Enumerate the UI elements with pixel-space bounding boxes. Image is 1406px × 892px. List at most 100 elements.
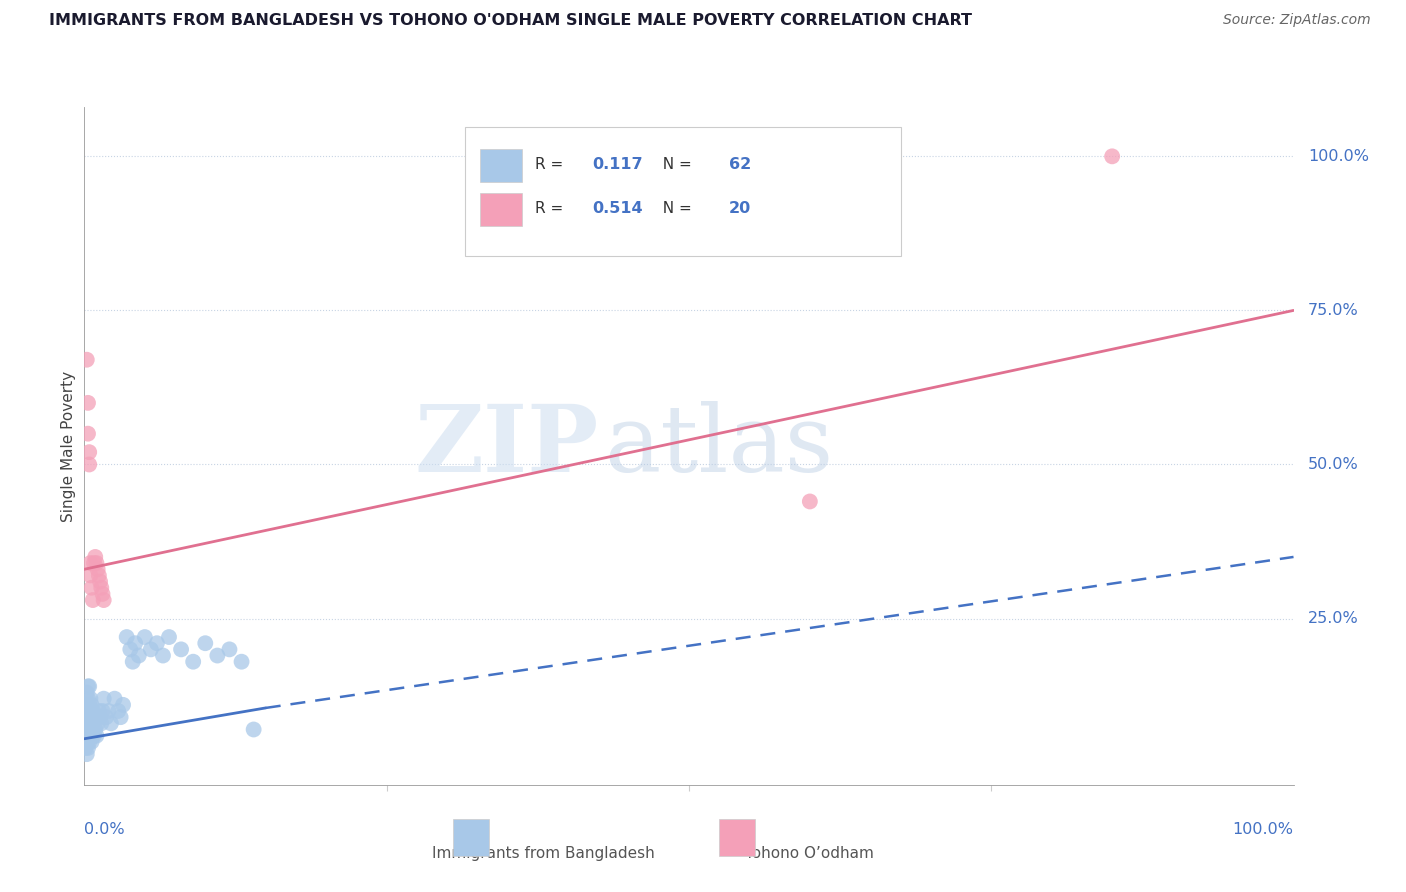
- Point: [207, 648, 229, 663]
- FancyBboxPatch shape: [479, 149, 522, 182]
- Point: [107, 704, 129, 718]
- Point: [79, 556, 101, 570]
- Point: [77, 396, 100, 410]
- Point: [76, 710, 98, 724]
- FancyBboxPatch shape: [465, 128, 901, 256]
- Point: [80, 698, 103, 712]
- Point: [90, 716, 112, 731]
- Point: [77, 679, 100, 693]
- Text: ZIP: ZIP: [413, 401, 599, 491]
- Point: [77, 691, 100, 706]
- Text: 0.514: 0.514: [592, 202, 643, 216]
- Point: [75, 716, 97, 731]
- Point: [76, 685, 98, 699]
- Point: [89, 574, 111, 589]
- Point: [77, 741, 100, 756]
- Point: [86, 716, 108, 731]
- FancyBboxPatch shape: [453, 819, 489, 856]
- Point: [83, 710, 105, 724]
- Point: [134, 630, 156, 644]
- Point: [84, 723, 107, 737]
- Point: [218, 642, 240, 657]
- Text: N =: N =: [652, 202, 696, 216]
- Point: [86, 556, 108, 570]
- Point: [87, 568, 110, 582]
- Point: [112, 698, 135, 712]
- Point: [79, 710, 101, 724]
- FancyBboxPatch shape: [720, 819, 755, 856]
- Point: [799, 494, 821, 508]
- Text: atlas: atlas: [605, 401, 834, 491]
- Point: [121, 655, 143, 669]
- Point: [128, 648, 150, 663]
- Point: [104, 691, 127, 706]
- Text: IMMIGRANTS FROM BANGLADESH VS TOHONO O'ODHAM SINGLE MALE POVERTY CORRELATION CHA: IMMIGRANTS FROM BANGLADESH VS TOHONO O'O…: [49, 13, 972, 29]
- Point: [93, 593, 115, 607]
- Text: Immigrants from Bangladesh: Immigrants from Bangladesh: [433, 846, 655, 861]
- Point: [75, 729, 97, 743]
- Point: [75, 741, 97, 756]
- Point: [76, 723, 98, 737]
- Point: [146, 636, 169, 650]
- Point: [76, 735, 98, 749]
- Point: [77, 698, 100, 712]
- Point: [181, 655, 204, 669]
- Text: R =: R =: [536, 157, 568, 172]
- Point: [157, 630, 180, 644]
- Y-axis label: Single Male Poverty: Single Male Poverty: [60, 370, 76, 522]
- Point: [80, 581, 103, 595]
- Point: [77, 426, 100, 441]
- Point: [94, 710, 117, 724]
- Point: [93, 691, 115, 706]
- FancyBboxPatch shape: [479, 193, 522, 226]
- Point: [86, 729, 108, 743]
- Text: N =: N =: [652, 157, 696, 172]
- Point: [79, 729, 101, 743]
- Text: R =: R =: [536, 202, 568, 216]
- Point: [90, 581, 112, 595]
- Point: [80, 735, 103, 749]
- Point: [79, 568, 101, 582]
- Text: 62: 62: [728, 157, 751, 172]
- Point: [170, 642, 193, 657]
- Text: 20: 20: [728, 202, 751, 216]
- Point: [91, 704, 114, 718]
- Point: [76, 352, 98, 367]
- Point: [86, 710, 108, 724]
- Point: [83, 556, 105, 570]
- Point: [110, 710, 132, 724]
- Point: [86, 562, 108, 576]
- Point: [100, 716, 122, 731]
- Point: [77, 458, 100, 472]
- Point: [77, 716, 100, 731]
- Point: [82, 723, 104, 737]
- Point: [80, 716, 103, 731]
- Text: Source: ZipAtlas.com: Source: ZipAtlas.com: [1223, 13, 1371, 28]
- Point: [84, 549, 107, 564]
- Point: [77, 716, 100, 731]
- Point: [82, 704, 104, 718]
- Text: 50.0%: 50.0%: [1308, 457, 1358, 472]
- Point: [82, 593, 104, 607]
- Text: Tohono O’odham: Tohono O’odham: [745, 846, 875, 861]
- Text: 0.117: 0.117: [592, 157, 643, 172]
- Point: [89, 710, 111, 724]
- Point: [83, 729, 105, 743]
- Point: [87, 704, 110, 718]
- Point: [231, 655, 253, 669]
- Text: 75.0%: 75.0%: [1308, 303, 1358, 318]
- Point: [1101, 149, 1123, 163]
- Point: [77, 679, 100, 693]
- Point: [91, 587, 114, 601]
- Point: [77, 729, 100, 743]
- Point: [139, 642, 162, 657]
- Point: [242, 723, 264, 737]
- Point: [124, 636, 146, 650]
- Text: 0.0%: 0.0%: [84, 822, 125, 838]
- Text: 100.0%: 100.0%: [1233, 822, 1294, 838]
- Point: [194, 636, 217, 650]
- Point: [152, 648, 174, 663]
- Point: [97, 704, 120, 718]
- Point: [76, 747, 98, 761]
- Point: [76, 698, 98, 712]
